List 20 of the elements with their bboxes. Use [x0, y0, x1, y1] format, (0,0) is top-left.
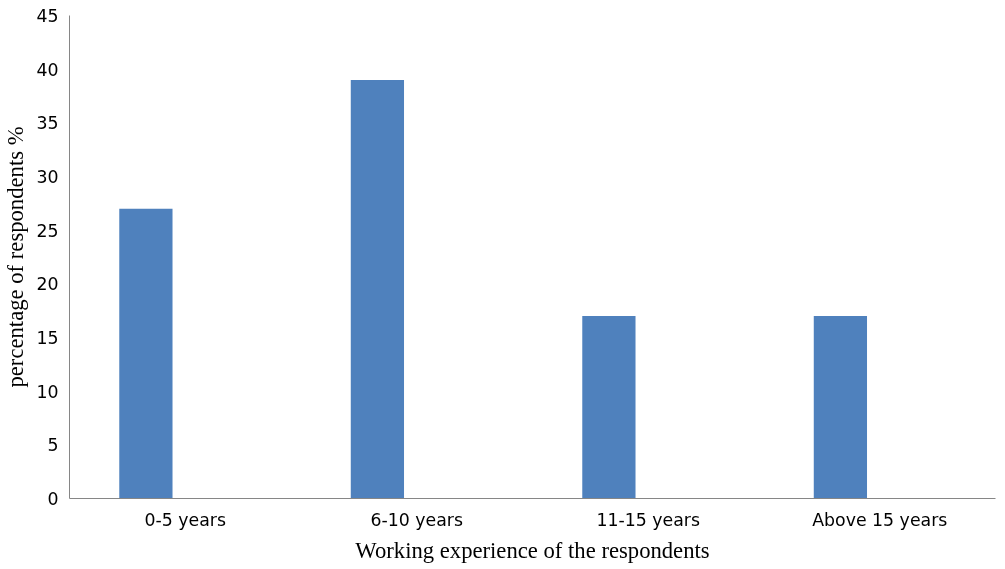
y-tick-label: 15 — [36, 328, 59, 348]
x-tick-label: 6-10 years — [370, 509, 464, 530]
bar — [582, 316, 636, 499]
x-tick-label: Above 15 years — [812, 509, 948, 530]
bar — [350, 79, 405, 499]
bar — [813, 316, 868, 499]
bar — [119, 208, 173, 499]
y-tick-label: 0 — [47, 489, 59, 509]
y-tick-label: 30 — [36, 167, 59, 187]
y-tick-label: 10 — [36, 381, 59, 402]
y-tick-label: 20 — [36, 274, 59, 295]
y-tick-label: 25 — [36, 220, 59, 241]
x-tick-label: 11-15 years — [596, 509, 701, 530]
y-tick-label: 35 — [36, 113, 59, 134]
y-tick-label: 45 — [36, 6, 59, 26]
y-axis-title: percentage of respondents % — [3, 126, 29, 388]
x-tick-label: 0-5 years — [144, 509, 226, 530]
y-tick-label: 40 — [36, 59, 59, 80]
y-tick-label: 5 — [47, 435, 59, 456]
x-axis-title: Working experience of the respondents — [355, 537, 710, 563]
